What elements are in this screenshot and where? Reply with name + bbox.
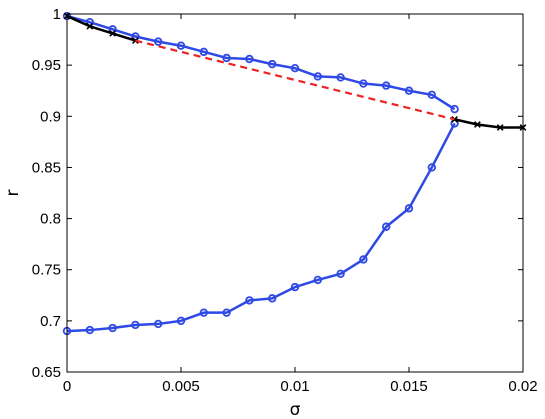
axis-ticks: 0 0.005 0.01 0.015 0.02 0.65 0.7 0.75 0.8 0.85 0.9… (32, 6, 538, 395)
data-point (336, 73, 345, 82)
plot-area (62, 11, 527, 336)
x-tick-label: 0.015 (390, 378, 428, 395)
data-point (245, 296, 254, 305)
data-point (86, 22, 94, 30)
data-point (109, 30, 116, 37)
data-point (427, 90, 436, 100)
data-point (199, 308, 208, 317)
data-point (336, 269, 345, 279)
data-point (313, 72, 322, 81)
data-point (176, 41, 186, 50)
data-point (176, 316, 186, 326)
x-tick-label: 0.01 (280, 378, 309, 395)
data-point (427, 163, 436, 172)
series-5-line (135, 39, 455, 121)
data-point (451, 115, 458, 123)
y-tick-label: 0.8 (40, 211, 61, 228)
series-2 (62, 119, 459, 336)
series-4-line (454, 118, 523, 129)
data-point (404, 86, 414, 95)
x-tick-label: 0 (63, 378, 71, 395)
series-5 (135, 39, 455, 121)
data-point (474, 121, 481, 128)
x-tick-label: 0.005 (162, 378, 200, 395)
data-point (199, 47, 208, 57)
data-point (404, 204, 414, 213)
data-point (108, 323, 117, 333)
y-tick-label: 0.65 (32, 364, 61, 381)
y-tick-label: 1 (53, 6, 61, 23)
y-tick-label: 0.75 (32, 262, 61, 279)
series-4 (451, 115, 527, 131)
data-point (131, 320, 140, 330)
data-point (382, 81, 391, 90)
data-point (153, 37, 163, 46)
y-tick-label: 0.7 (40, 313, 61, 330)
y-tick-label: 0.95 (32, 57, 61, 74)
data-point (153, 319, 163, 329)
data-point (85, 325, 94, 335)
series-3-line (66, 14, 136, 42)
data-point (290, 282, 300, 292)
data-point (268, 294, 277, 303)
data-point (313, 275, 322, 285)
data-point (359, 255, 368, 264)
data-point (496, 124, 504, 131)
y-tick-label: 0.9 (40, 108, 61, 125)
data-point (222, 53, 231, 63)
y-tick-label: 0.85 (32, 159, 61, 176)
data-point (450, 104, 459, 114)
data-point (268, 59, 277, 69)
x-axis-label: σ (290, 400, 301, 419)
series-1 (62, 11, 459, 114)
x-tick-label: 0.02 (508, 378, 537, 395)
y-axis-label: r (3, 190, 23, 197)
data-point (290, 64, 300, 73)
data-point (382, 222, 391, 231)
data-point (359, 79, 368, 88)
data-point (245, 54, 254, 64)
data-point (222, 308, 231, 317)
